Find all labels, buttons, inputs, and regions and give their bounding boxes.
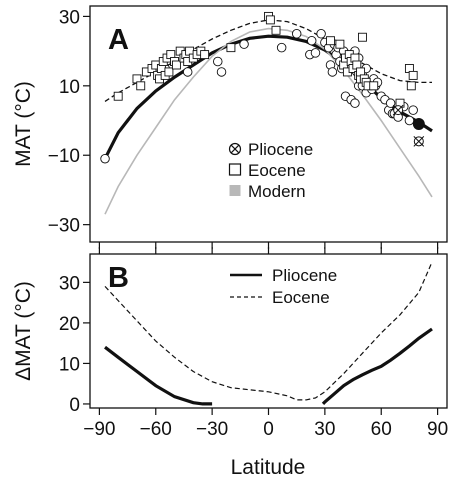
panel-a-y-axis-label: MAT (°C) — [12, 81, 35, 167]
delta-line-pliocene — [104, 345, 213, 406]
pliocene-point — [182, 67, 193, 77]
pliocene-point — [276, 42, 287, 53]
panel-b: 30 20 10 0 −90 −60 −30 0 30 60 90 B ΔMAT (°C) Lat… — [12, 247, 448, 479]
pliocene-point — [316, 29, 326, 39]
pliocene-point — [350, 98, 360, 108]
panel-b-frame — [89, 253, 448, 409]
x-tick-label: 60 — [371, 419, 392, 440]
pliocene-crossed-point — [392, 104, 404, 116]
panel-a-frame — [89, 5, 448, 243]
y-tick-label: 0 — [69, 395, 80, 416]
eocene-point — [226, 43, 236, 53]
legend-b-eocene-label: Eocene — [272, 288, 330, 307]
pliocene-point — [213, 56, 223, 67]
legend-modern-marker — [229, 185, 241, 196]
panel-a-y-ticks: 30 10 −10 −30 — [48, 7, 90, 237]
eocene-point — [408, 70, 418, 80]
pliocene-filled-point — [412, 118, 425, 130]
panel-a-legend: Pliocene Eocene Modern — [228, 140, 313, 201]
panel-b-curves — [104, 261, 433, 406]
x-axis-label: Latitude — [231, 456, 306, 479]
delta-line-eocene — [104, 261, 433, 401]
pliocene-point — [306, 35, 317, 46]
eocene-point — [136, 81, 146, 91]
legend-eocene-marker — [228, 163, 242, 176]
pliocene-point — [310, 48, 321, 58]
eocene-point — [357, 32, 367, 42]
pliocene-point — [404, 115, 415, 126]
legend-pliocene-marker — [228, 142, 242, 156]
eocene-point — [406, 81, 416, 91]
x-tick-label: 30 — [314, 419, 335, 440]
panel-a-letter: A — [108, 24, 129, 56]
panel-a-points — [100, 11, 425, 164]
x-tick-label: 0 — [263, 419, 274, 440]
y-tick-label: 30 — [59, 7, 80, 28]
panel-a: 30 10 −10 −30 A MAT (°C) Pliocene Eocene Mo… — [12, 5, 448, 249]
eocene-point — [113, 91, 123, 101]
legend-modern-label: Modern — [248, 182, 306, 201]
y-tick-label: 10 — [59, 354, 80, 375]
panel-b-y-ticks: 30 20 10 0 — [59, 273, 90, 416]
pliocene-point — [408, 105, 418, 115]
y-tick-label: 10 — [59, 77, 80, 98]
legend-eocene-label: Eocene — [248, 161, 306, 180]
pliocene-point — [239, 39, 249, 49]
pliocene-point — [385, 98, 396, 108]
y-tick-label: 20 — [59, 314, 80, 335]
x-tick-label: −60 — [140, 419, 172, 440]
delta-line-pliocene — [321, 327, 433, 406]
eocene-point — [369, 81, 379, 91]
pliocene-point — [291, 29, 302, 39]
eocene-point — [200, 50, 210, 60]
x-tick-label: −30 — [196, 419, 228, 440]
x-tick-label: −90 — [83, 419, 115, 440]
eocene-point — [164, 67, 174, 77]
y-tick-label: 30 — [59, 273, 80, 294]
crossed-point-cross — [413, 135, 425, 147]
pliocene-point — [100, 153, 110, 164]
eocene-point — [271, 25, 281, 35]
pliocene-point — [327, 67, 338, 77]
eocene-point — [335, 39, 345, 49]
legend-b-pliocene-label: Pliocene — [272, 266, 337, 285]
y-tick-label: −10 — [48, 146, 80, 167]
panel-b-letter: B — [108, 262, 129, 294]
y-tick-label: −30 — [48, 216, 80, 237]
eocene-point — [171, 60, 181, 70]
panel-b-x-ticks: −90 −60 −30 0 30 60 90 — [83, 247, 448, 440]
eocene-point — [326, 36, 335, 46]
pliocene-point — [216, 67, 227, 77]
legend-pliocene-label: Pliocene — [248, 140, 313, 159]
panel-b-y-axis-label: ΔMAT (°C) — [12, 281, 35, 381]
x-tick-label: 90 — [427, 419, 448, 440]
pliocene-crossed-point — [413, 135, 425, 147]
eocene-point — [265, 15, 275, 25]
crossed-point-cross — [392, 104, 404, 116]
panel-b-legend: Pliocene Eocene — [230, 266, 337, 307]
fit-line-modern — [104, 27, 433, 215]
